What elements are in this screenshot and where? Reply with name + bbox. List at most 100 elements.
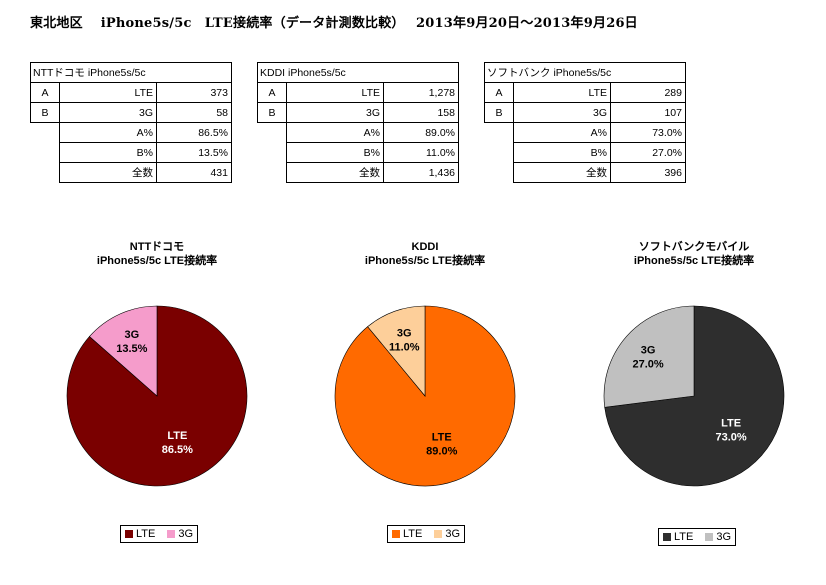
carrier-table: KDDI iPhone5s/5c A LTE 1,278 B 3G 158 A% 89.0% B%…: [257, 62, 459, 183]
row-label: B%: [59, 142, 157, 163]
slice-label: 3G: [641, 345, 656, 357]
table-header: ソフトバンク iPhone5s/5c: [484, 62, 686, 83]
legend-label: 3G: [445, 528, 461, 540]
legend-label: 3G: [178, 528, 194, 540]
row-label: A%: [59, 122, 157, 143]
row-key: A: [30, 82, 60, 103]
pie-slice-3g: [367, 305, 426, 397]
legend-label: LTE: [403, 528, 423, 540]
row-label: B%: [513, 142, 611, 163]
row-label: 全数: [59, 162, 157, 183]
chart-legend: LTE 3G: [658, 528, 737, 546]
pie-slice-lte: [604, 305, 785, 487]
row-value: 73.0%: [610, 122, 686, 143]
row-key: [257, 122, 287, 143]
row-value: 107: [610, 102, 686, 123]
table-row: A% 89.0%: [257, 122, 459, 143]
table-row: B 3G 107: [484, 102, 686, 123]
row-key: [257, 162, 287, 183]
table-row: A% 86.5%: [30, 122, 232, 143]
table-row: A LTE 373: [30, 82, 232, 103]
table-row: A% 73.0%: [484, 122, 686, 143]
row-value: 289: [610, 82, 686, 103]
legend-swatch: [705, 533, 714, 541]
row-label: A%: [513, 122, 611, 143]
row-label: 全数: [513, 162, 611, 183]
row-value: 431: [156, 162, 232, 183]
legend-swatch: [663, 533, 671, 541]
row-value: 27.0%: [610, 142, 686, 163]
slice-label: LTE: [167, 430, 187, 442]
chart-legend: LTE 3G: [120, 525, 199, 543]
row-key: [484, 142, 514, 163]
row-value: 89.0%: [383, 122, 459, 143]
row-label: 全数: [286, 162, 384, 183]
row-value: 158: [383, 102, 459, 123]
row-key: B: [30, 102, 60, 123]
row-key: B: [484, 102, 514, 123]
chart-title: iPhone5s/5c LTE接続率: [365, 253, 485, 267]
slice-value-label: 86.5%: [162, 444, 193, 456]
row-key: [257, 142, 287, 163]
legend-swatch: [125, 530, 133, 538]
legend-swatch: [392, 530, 400, 538]
pie-slice-3g: [603, 305, 695, 408]
row-label: 3G: [513, 102, 611, 123]
legend-label: 3G: [716, 531, 732, 543]
slice-label: LTE: [721, 418, 741, 430]
table-row: A LTE 1,278: [257, 82, 459, 103]
slice-value-label: 89.0%: [426, 446, 457, 458]
carrier-table: NTTドコモ iPhone5s/5c A LTE 373 B 3G 58 A% 86.5% B% 1…: [30, 62, 232, 183]
chart-title: iPhone5s/5c LTE接続率: [97, 253, 217, 267]
table-row: 全数 396: [484, 162, 686, 183]
table-row: B 3G 58: [30, 102, 232, 123]
row-value: 13.5%: [156, 142, 232, 163]
table-row: 全数 1,436: [257, 162, 459, 183]
row-label: B%: [286, 142, 384, 163]
chart-title: iPhone5s/5c LTE接続率: [634, 253, 754, 267]
row-key: B: [257, 102, 287, 123]
chart-title: ソフトバンクモバイル: [639, 240, 750, 253]
page-title: 東北地区 iPhone5s/5c LTE接続率（データ計測数比較） 2013年9…: [30, 16, 638, 31]
legend-label: LTE: [136, 528, 156, 540]
row-value: 396: [610, 162, 686, 183]
row-value: 86.5%: [156, 122, 232, 143]
slice-value-label: 13.5%: [116, 343, 147, 355]
table-row: A LTE 289: [484, 82, 686, 103]
row-key: [484, 162, 514, 183]
slice-label: LTE: [432, 432, 452, 444]
slice-value-label: 27.0%: [632, 359, 663, 371]
chart-title: NTTドコモ: [130, 240, 184, 253]
table-header: NTTドコモ iPhone5s/5c: [30, 62, 232, 83]
slice-label: 3G: [124, 329, 139, 341]
slice-value-label: 73.0%: [716, 432, 747, 444]
row-value: 1,436: [383, 162, 459, 183]
legend-swatch: [167, 530, 176, 538]
row-value: 11.0%: [383, 142, 459, 163]
row-key: [30, 122, 60, 143]
row-label: LTE: [286, 82, 384, 103]
slice-label: 3G: [397, 327, 412, 339]
row-key: [30, 142, 60, 163]
row-key: [30, 162, 60, 183]
slice-value-label: 11.0%: [389, 341, 420, 353]
table-header: KDDI iPhone5s/5c: [257, 62, 459, 83]
row-label: 3G: [59, 102, 157, 123]
table-row: B 3G 158: [257, 102, 459, 123]
row-key: A: [484, 82, 514, 103]
chart-title: KDDI: [412, 241, 439, 253]
row-label: 3G: [286, 102, 384, 123]
pie-slice-3g: [89, 305, 158, 397]
row-value: 1,278: [383, 82, 459, 103]
table-row: B% 11.0%: [257, 142, 459, 163]
row-value: 373: [156, 82, 232, 103]
row-label: A%: [286, 122, 384, 143]
table-row: 全数 431: [30, 162, 232, 183]
table-row: B% 27.0%: [484, 142, 686, 163]
legend-label: LTE: [674, 531, 694, 543]
row-label: LTE: [59, 82, 157, 103]
row-label: LTE: [513, 82, 611, 103]
carrier-table: ソフトバンク iPhone5s/5c A LTE 289 B 3G 107 A% 73.0% B%…: [484, 62, 686, 183]
